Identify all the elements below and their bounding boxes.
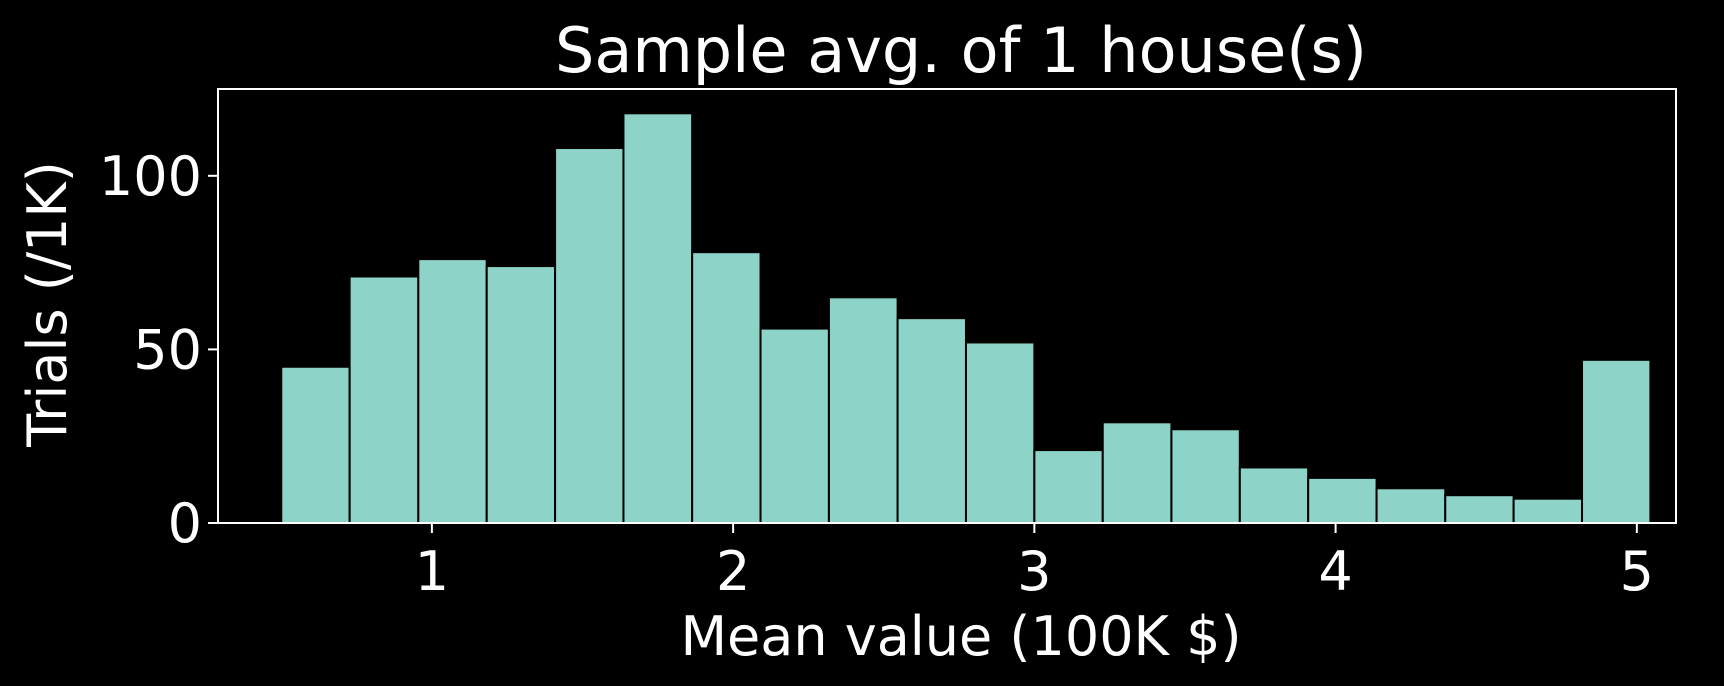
histogram-bar: [1512, 497, 1584, 525]
x-axis-label: Mean value (100K $): [680, 605, 1241, 668]
histogram-bar: [1581, 358, 1652, 525]
bars-group: [280, 112, 1652, 525]
histogram-bar: [622, 112, 694, 525]
histogram-bar: [417, 258, 488, 524]
histogram-bar: [827, 296, 899, 524]
x-tick-label: 3: [1017, 540, 1051, 603]
histogram-bar: [1101, 421, 1173, 525]
histogram-bar: [1375, 487, 1447, 524]
histogram-bar: [691, 251, 762, 525]
histogram-bar: [280, 365, 351, 525]
histogram-bar: [759, 327, 830, 524]
chart-title: Sample avg. of 1 house(s): [555, 14, 1367, 87]
y-tick-label: 100: [99, 145, 202, 208]
plot-frame: [217, 88, 1677, 524]
y-axis-ticks: 0 50 100: [99, 145, 218, 555]
y-axis-label: Trials (/1K): [16, 161, 79, 448]
histogram-bar: [348, 275, 420, 524]
x-tick-label: 2: [716, 540, 750, 603]
x-tick-label: 4: [1318, 540, 1352, 603]
histogram-bar: [1307, 476, 1378, 525]
x-tick-label: 1: [415, 540, 449, 603]
histogram-bar: [485, 265, 557, 524]
histogram-bar: [1170, 428, 1241, 525]
x-tick-label: 5: [1620, 540, 1654, 603]
y-tick-label: 0: [168, 492, 202, 555]
histogram-bar: [1444, 494, 1515, 524]
x-axis-ticks: 1 2 3 4 5: [415, 523, 1654, 603]
histogram-bar: [964, 341, 1036, 524]
histogram-bar: [896, 317, 967, 525]
histogram-bar: [1033, 449, 1104, 525]
histogram-bar: [554, 147, 625, 525]
histogram-bar: [1238, 466, 1310, 524]
y-tick-label: 50: [133, 318, 202, 381]
